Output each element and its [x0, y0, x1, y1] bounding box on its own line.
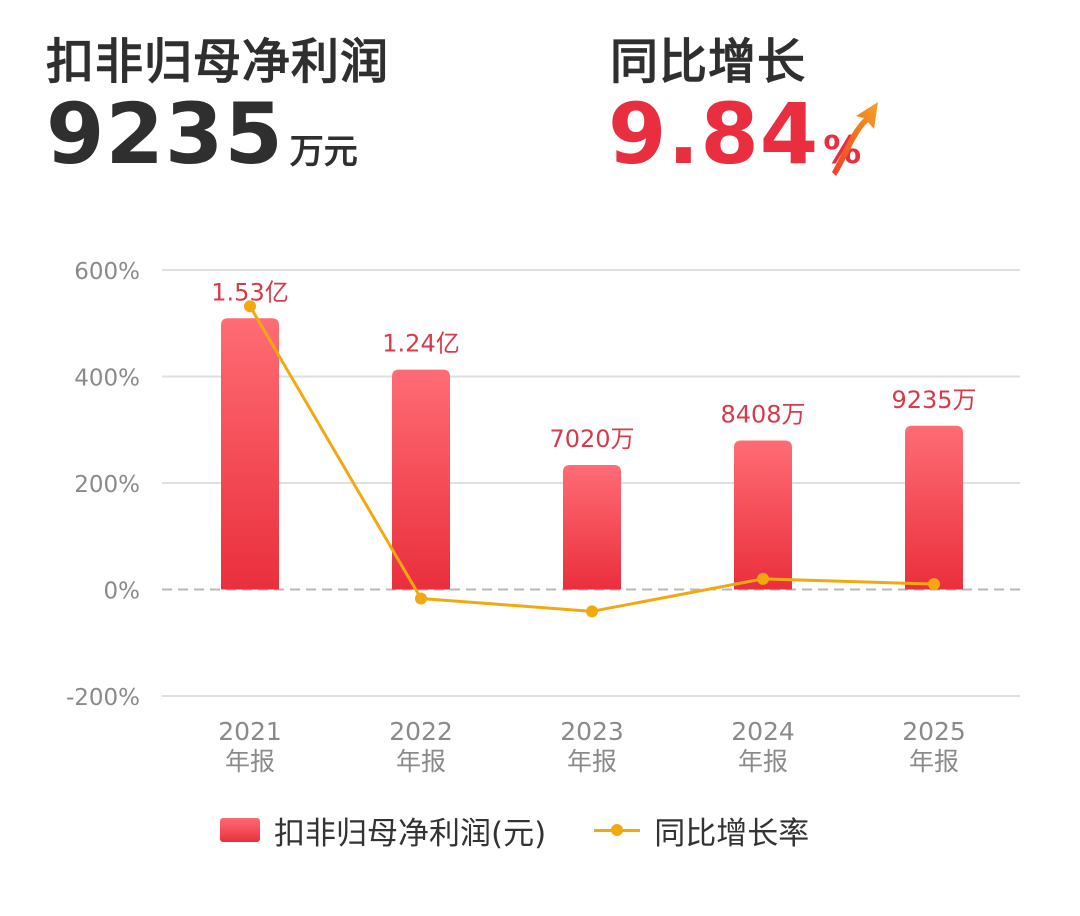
line-legend-swatch: [594, 820, 641, 840]
yoy-growth-value: 9.84: [608, 85, 820, 183]
x-axis-year-label: 2021: [218, 717, 282, 746]
x-axis-report-label: 年报: [396, 747, 446, 776]
y-axis-tick-label: 400%: [74, 366, 140, 392]
x-axis-report-label: 年报: [738, 747, 788, 776]
y-axis-tick-label: 600%: [74, 259, 140, 285]
x-axis-report-label: 年报: [567, 747, 617, 776]
x-axis-year-label: 2024: [731, 717, 795, 746]
y-axis-tick-label: 0%: [104, 579, 141, 605]
bar-data-label: 8408万: [720, 400, 805, 428]
legend-item-growth: 同比增长率: [594, 808, 809, 853]
yoy-growth-value-group: 9.84 %: [608, 92, 861, 176]
x-axis-year-label: 2025: [902, 717, 966, 746]
profit-growth-chart: 600%400%200%0%-200%1.53亿1.24亿7020万8408万9…: [66, 259, 1020, 776]
growth-rate-point: [244, 300, 256, 313]
growth-rate-point: [415, 592, 427, 605]
trend-up-arrow-icon: [832, 102, 878, 176]
growth-rate-point: [586, 605, 598, 618]
profit-bar: [563, 465, 621, 590]
chart-legend: 扣非归母净利润(元) 同比增长率: [220, 808, 920, 852]
x-axis-year-label: 2022: [389, 717, 453, 746]
bar-legend-swatch: [220, 818, 260, 842]
net-profit-title: 扣非归母净利润: [46, 34, 390, 90]
x-axis-report-label: 年报: [909, 747, 959, 776]
x-axis-year-label: 2023: [560, 717, 624, 746]
bar-data-label: 1.24亿: [382, 330, 459, 358]
net-profit-value: 9235: [46, 85, 284, 183]
legend-label-profit: 扣非归母净利润(元): [274, 815, 547, 852]
net-profit-unit: 万元: [289, 132, 358, 172]
profit-bar: [734, 440, 792, 590]
legend-label-growth: 同比增长率: [654, 815, 810, 852]
bar-data-label: 9235万: [891, 386, 976, 414]
y-axis-tick-label: -200%: [66, 685, 140, 711]
growth-rate-point: [928, 578, 940, 591]
yoy-growth-title: 同比增长: [610, 34, 807, 90]
profit-bar: [221, 318, 279, 590]
net-profit-value-group: 9235 万元: [46, 92, 358, 176]
profit-bar: [392, 369, 450, 590]
profit-bar: [905, 425, 963, 590]
bar-data-label: 7020万: [549, 425, 634, 453]
y-axis-tick-label: 200%: [74, 472, 140, 498]
x-axis-report-label: 年报: [225, 747, 275, 776]
growth-rate-point: [757, 572, 769, 585]
legend-item-profit: 扣非归母净利润(元): [220, 808, 546, 853]
